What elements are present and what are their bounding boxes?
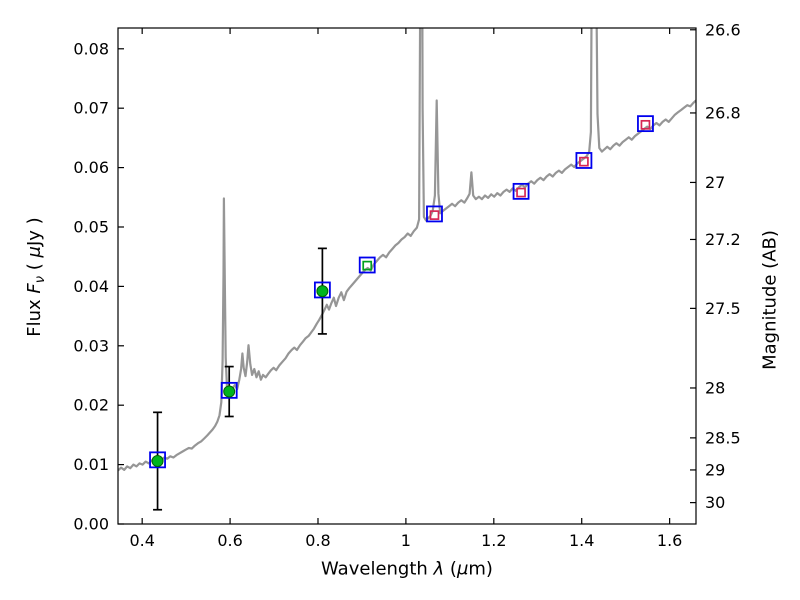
svg-text:30: 30 [705,493,725,512]
svg-text:27: 27 [705,173,725,192]
flux-label-prefix: Flux [24,293,45,337]
model-green-squares [362,260,373,271]
photometry-blue-squares [149,115,654,469]
svg-text:28: 28 [705,378,725,397]
lambda-symbol: λ [433,558,445,580]
svg-text:1.6: 1.6 [657,531,682,550]
x-axis-label: Wavelength λ (μm) [321,559,493,580]
spectrum-line [118,28,696,472]
y-axis-label-magnitude: Magnitude (AB) [759,230,781,370]
svg-text:0.02: 0.02 [73,396,109,415]
svg-text:0.00: 0.00 [73,515,109,534]
svg-text:1: 1 [401,531,411,550]
flux-tick-labels: 0.00 0.01 0.02 0.03 0.04 0.05 0.06 0.07 0.08 [73,39,109,533]
flux-symbol: F [24,283,45,294]
svg-text:27.5: 27.5 [705,299,741,318]
svg-text:1.4: 1.4 [569,531,594,550]
svg-text:0.03: 0.03 [73,336,109,355]
axes-frame [117,27,697,525]
svg-text:0.07: 0.07 [73,99,109,118]
flux-label-open: ( [24,257,45,276]
flux-nu-subscript: ν [33,275,48,284]
model-red-squares [429,119,651,220]
y-axis-label-flux: Flux Fν ( μJy ) [24,217,48,336]
magnitude-tick-labels: 26.6 26.8 27 27.2 27.5 28 28.5 29 30 [705,20,741,512]
svg-text:0.08: 0.08 [73,39,109,58]
svg-text:27.2: 27.2 [705,230,741,249]
photometry-green-circles [151,285,329,468]
svg-text:26.6: 26.6 [705,20,741,39]
svg-text:0.4: 0.4 [129,531,154,550]
svg-text:28.5: 28.5 [705,428,741,447]
flux-label-suffix: Jy ) [24,217,45,247]
svg-text:0.06: 0.06 [73,158,109,177]
wavelength-label-suffix: m) [468,558,493,580]
magnitude-ticks [690,29,696,504]
svg-text:26.8: 26.8 [705,103,741,122]
x-tick-labels: 0.4 0.6 0.8 1 1.2 1.4 1.6 [129,531,682,550]
flux-mu-symbol: μ [24,246,45,258]
svg-text:0.04: 0.04 [73,277,109,296]
wavelength-label-open: ( [444,558,457,580]
svg-text:0.8: 0.8 [305,531,330,550]
flux-ticks [118,48,124,525]
x-ticks [141,28,671,524]
svg-text:0.6: 0.6 [217,531,242,550]
svg-text:29: 29 [705,460,725,479]
svg-text:1.2: 1.2 [481,531,506,550]
svg-text:0.01: 0.01 [73,455,109,474]
wavelength-label-prefix: Wavelength [321,558,434,580]
svg-text:0.05: 0.05 [73,217,109,236]
mu-symbol: μ [456,558,469,580]
